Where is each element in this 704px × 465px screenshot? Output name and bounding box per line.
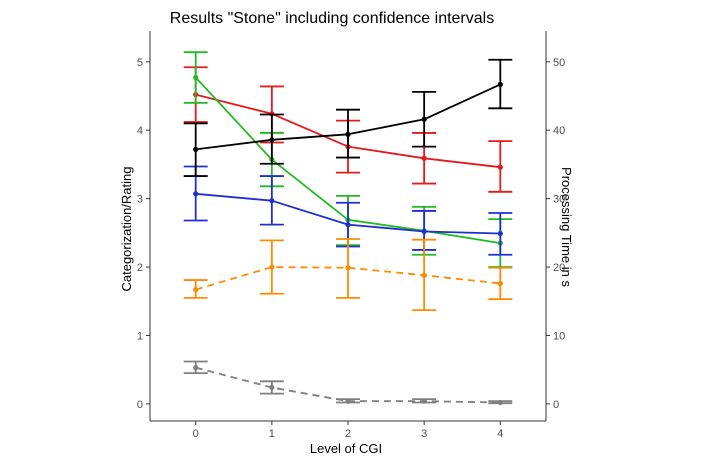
data-point bbox=[345, 398, 351, 404]
y-tick-label-left: 2 bbox=[137, 262, 143, 274]
x-tick-label: 3 bbox=[421, 428, 427, 440]
y-axis-label-left: Categorization/Rating bbox=[119, 166, 134, 291]
chart-title: Results "Stone" including confidence int… bbox=[170, 10, 494, 27]
data-point bbox=[193, 287, 199, 293]
y-axis-label-right: Processing Time in s bbox=[559, 167, 574, 287]
data-point bbox=[497, 81, 503, 87]
data-point bbox=[193, 365, 199, 371]
x-tick-label: 1 bbox=[269, 428, 275, 440]
data-point bbox=[421, 155, 427, 161]
data-point bbox=[269, 384, 275, 391]
y-tick-label-left: 0 bbox=[137, 399, 143, 411]
series-5 bbox=[183, 360, 513, 406]
y-tick-label-left: 3 bbox=[137, 194, 143, 206]
data-point bbox=[497, 399, 503, 406]
data-point bbox=[421, 272, 427, 278]
y-tick-label-right: 10 bbox=[553, 330, 565, 342]
data-point bbox=[421, 228, 427, 235]
data-point bbox=[269, 264, 275, 270]
y-tick-label-right: 20 bbox=[553, 262, 565, 274]
x-tick-label: 0 bbox=[193, 428, 199, 440]
data-point bbox=[193, 146, 199, 152]
x-tick-label: 2 bbox=[345, 428, 351, 440]
y-tick-label-right: 0 bbox=[553, 399, 559, 411]
data-point bbox=[193, 74, 199, 81]
data-point bbox=[497, 230, 503, 237]
y-tick-label-right: 50 bbox=[553, 57, 565, 69]
data-point bbox=[345, 131, 351, 137]
series-layer bbox=[183, 51, 513, 406]
series-line bbox=[195, 366, 501, 404]
data-point bbox=[269, 198, 275, 204]
data-point bbox=[193, 191, 199, 197]
data-point bbox=[497, 164, 503, 170]
y-tick-label-left: 1 bbox=[137, 330, 143, 342]
series-3 bbox=[183, 58, 513, 177]
data-point bbox=[497, 280, 503, 287]
y-tick-label-left: 4 bbox=[137, 125, 143, 137]
series-2 bbox=[183, 165, 513, 256]
y-tick-label-left: 5 bbox=[137, 57, 143, 69]
data-point bbox=[421, 398, 427, 404]
series-line bbox=[195, 266, 501, 291]
data-point bbox=[345, 265, 351, 271]
x-axis-label: Level of CGI bbox=[310, 441, 382, 456]
y-tick-label-right: 40 bbox=[553, 125, 565, 137]
data-point bbox=[269, 137, 275, 143]
series-4 bbox=[183, 238, 513, 312]
data-point bbox=[421, 116, 427, 122]
y-tick-label-right: 30 bbox=[553, 194, 565, 206]
data-point bbox=[345, 222, 351, 228]
x-tick-label: 4 bbox=[497, 428, 503, 440]
